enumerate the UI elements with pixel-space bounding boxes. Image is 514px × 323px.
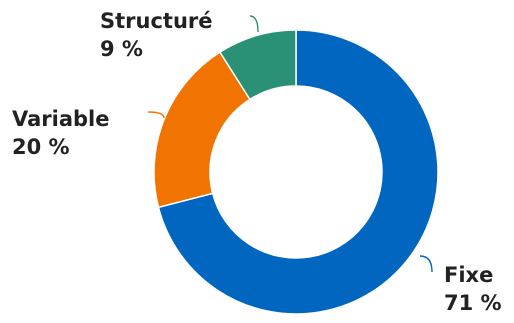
leader-line-structur- [249,15,259,33]
leader-line-fixe [419,255,433,273]
slice-label-variable: Variable [12,107,109,131]
slice-value-fixe: 71 % [444,291,502,315]
slice-label-fixe: Fixe [444,263,493,287]
slice-value-structur-: 9 % [100,37,143,61]
slice-value-variable: 20 % [12,135,70,159]
donut-slice-fixe [157,29,439,315]
leader-line-variable [147,111,165,119]
donut-slice-structur- [218,29,297,101]
slice-label-structur-: Structuré [100,9,213,33]
